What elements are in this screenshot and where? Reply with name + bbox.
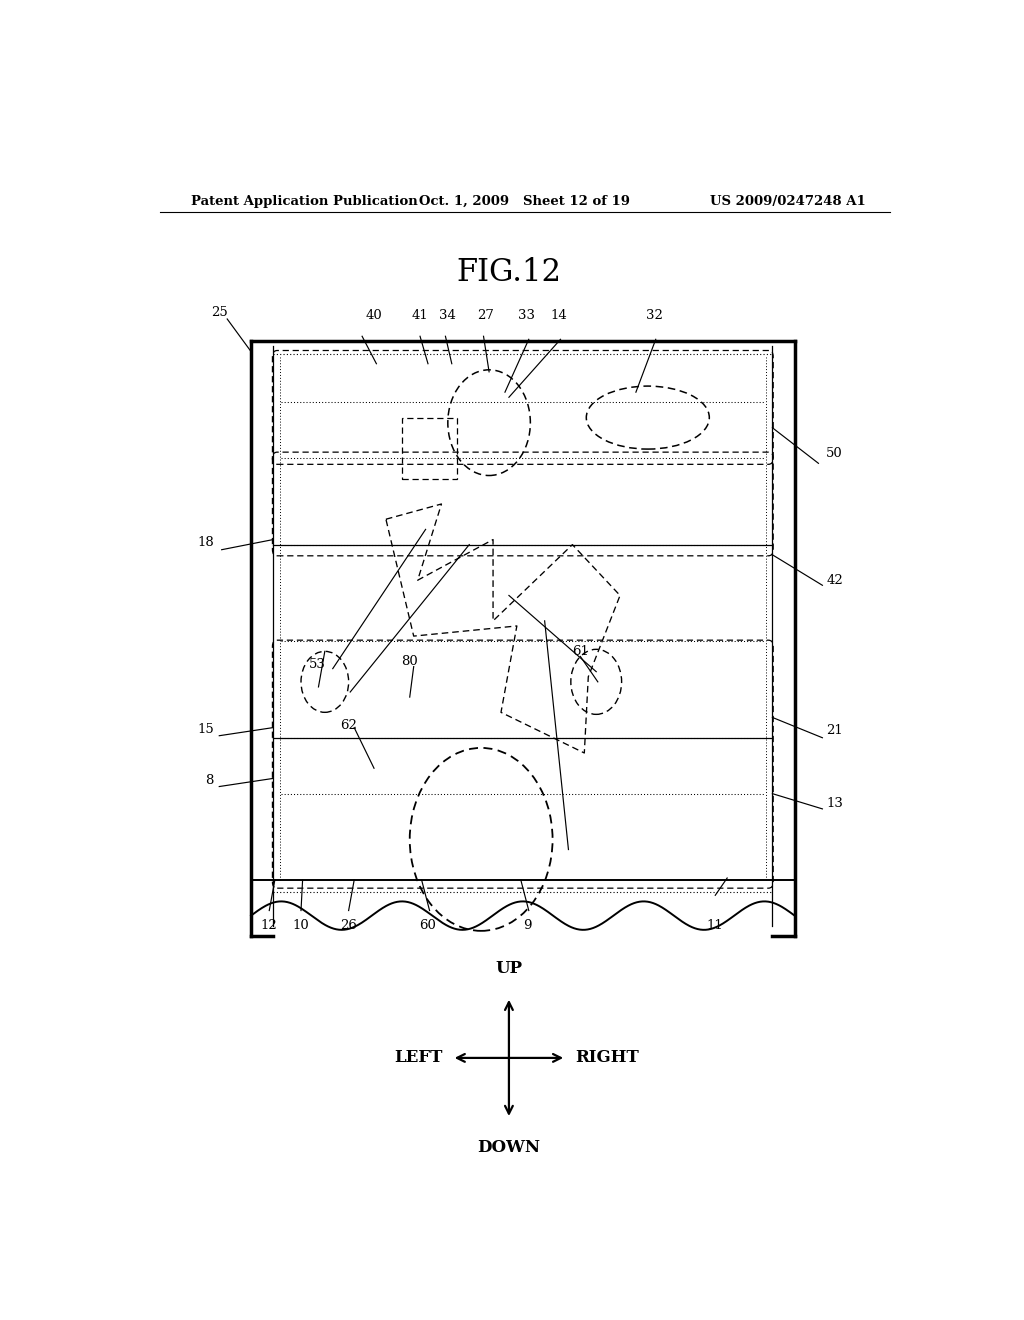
Text: 61: 61 bbox=[572, 645, 589, 657]
Text: FIG.12: FIG.12 bbox=[457, 256, 561, 288]
Text: 27: 27 bbox=[477, 309, 494, 322]
Text: DOWN: DOWN bbox=[477, 1139, 541, 1156]
Text: 33: 33 bbox=[518, 309, 535, 322]
Text: 80: 80 bbox=[401, 655, 418, 668]
Text: Patent Application Publication: Patent Application Publication bbox=[191, 194, 418, 207]
Text: 9: 9 bbox=[523, 919, 531, 932]
Text: 26: 26 bbox=[340, 919, 357, 932]
Text: 42: 42 bbox=[826, 574, 843, 586]
Text: 60: 60 bbox=[420, 919, 436, 932]
Text: 12: 12 bbox=[261, 919, 278, 932]
Text: 8: 8 bbox=[206, 774, 214, 787]
Text: 10: 10 bbox=[293, 919, 309, 932]
Text: 53: 53 bbox=[308, 659, 326, 671]
Text: LEFT: LEFT bbox=[394, 1049, 442, 1067]
Text: UP: UP bbox=[496, 960, 522, 977]
Text: 11: 11 bbox=[707, 919, 724, 932]
Text: Oct. 1, 2009   Sheet 12 of 19: Oct. 1, 2009 Sheet 12 of 19 bbox=[419, 194, 631, 207]
Text: 15: 15 bbox=[197, 723, 214, 737]
Text: RIGHT: RIGHT bbox=[575, 1049, 639, 1067]
Text: 32: 32 bbox=[646, 309, 663, 322]
Text: 34: 34 bbox=[438, 309, 456, 322]
Text: 40: 40 bbox=[366, 309, 382, 322]
Text: 13: 13 bbox=[826, 797, 843, 810]
Text: 62: 62 bbox=[340, 719, 357, 733]
Text: 18: 18 bbox=[197, 536, 214, 549]
Text: 25: 25 bbox=[211, 306, 227, 319]
Text: 41: 41 bbox=[412, 309, 428, 322]
Text: 50: 50 bbox=[826, 446, 843, 459]
Bar bbox=[401, 417, 458, 479]
Text: 21: 21 bbox=[826, 725, 843, 737]
Text: US 2009/0247248 A1: US 2009/0247248 A1 bbox=[711, 194, 866, 207]
Text: 14: 14 bbox=[551, 309, 567, 322]
